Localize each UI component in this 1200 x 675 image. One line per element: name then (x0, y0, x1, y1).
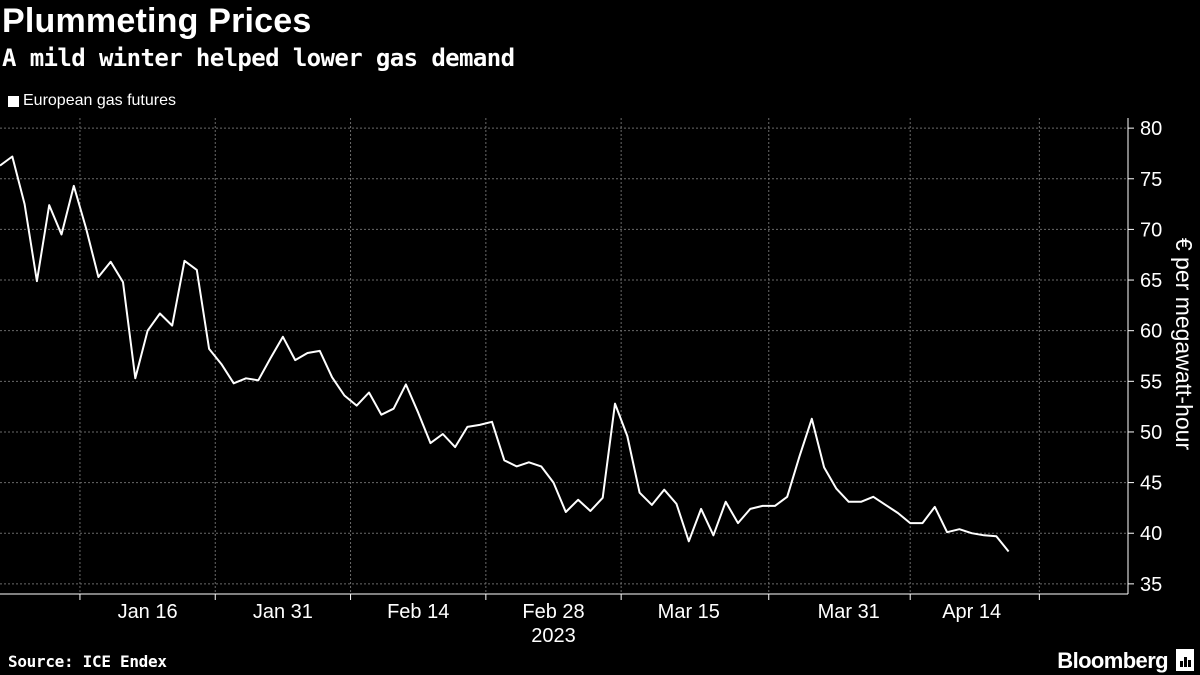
bloomberg-terminal-icon (1176, 649, 1194, 671)
legend-swatch (8, 95, 19, 107)
source-note: Source: ICE Endex (8, 652, 167, 671)
y-tick-label: 60 (1140, 321, 1162, 343)
legend: European gas futures (8, 92, 176, 110)
y-tick-label: 40 (1140, 523, 1162, 545)
x-tick-label: Mar 15 (658, 601, 720, 623)
y-tick-label: 80 (1140, 118, 1162, 140)
y-tick-label: 75 (1140, 169, 1162, 191)
x-axis-label: 2023 (531, 625, 576, 647)
x-tick-label: Feb 14 (387, 601, 449, 623)
x-tick-label: Mar 31 (818, 601, 880, 623)
brand-logo: Bloomberg (1057, 648, 1168, 673)
y-tick-label: 45 (1140, 473, 1162, 495)
y-tick-label: 70 (1140, 219, 1162, 241)
chart-title: Plummeting Prices (2, 2, 312, 40)
chart-subtitle: A mild winter helped lower gas demand (2, 44, 515, 72)
y-tick-label: 55 (1140, 371, 1162, 393)
x-tick-label: Apr 14 (942, 601, 1001, 623)
series-line-european-gas-futures (0, 155, 1010, 553)
x-tick-label: Feb 28 (522, 601, 584, 623)
y-tick-label: 65 (1140, 270, 1162, 292)
x-tick-label: Jan 31 (253, 601, 313, 623)
y-axis-label: € per megawatt-hour (1171, 238, 1197, 451)
legend-label: European gas futures (23, 92, 176, 109)
x-tick-label: Jan 16 (118, 601, 178, 623)
y-tick-label: 50 (1140, 422, 1162, 444)
y-tick-label: 35 (1140, 574, 1162, 596)
